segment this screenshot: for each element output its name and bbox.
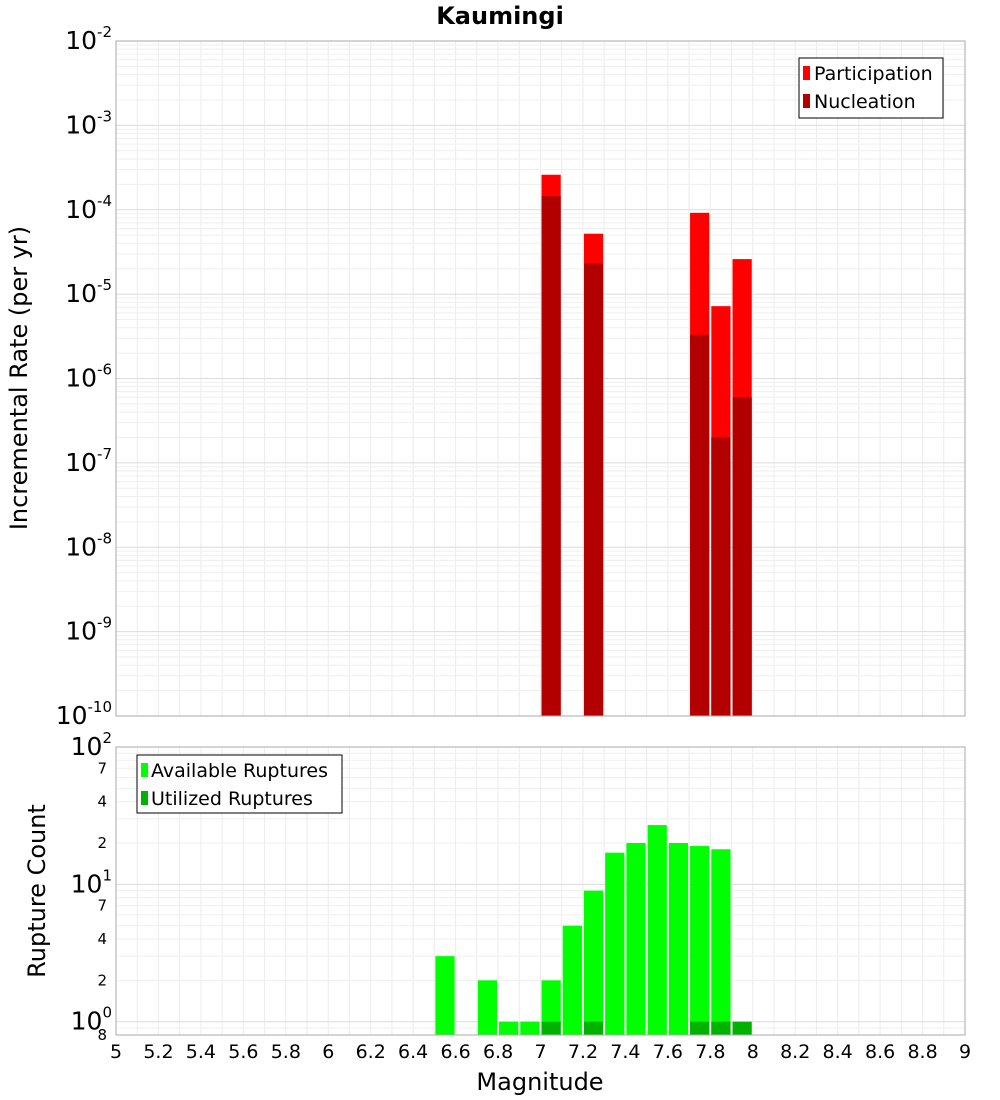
- legend-label-utilized: Utilized Ruptures: [151, 788, 313, 810]
- bar-available-ruptures: [647, 825, 667, 1035]
- count-y-minor-tick-label: 2: [97, 971, 107, 989]
- rate-legend: Participation Nucleation: [798, 57, 944, 119]
- x-tick-label: 6.2: [356, 1041, 386, 1063]
- rate-y-ticks: 10-10 10-9 10-8 10-7 10-6 10-5 10-4 10-3 10-2: [56, 23, 112, 730]
- legend-label-available: Available Ruptures: [151, 760, 328, 782]
- bar-available-ruptures: [477, 980, 498, 1035]
- bar-nucleation: [583, 263, 604, 716]
- rate-y-tick-label: 10-7: [65, 445, 112, 477]
- bar-available-ruptures: [499, 1021, 519, 1035]
- bar-available-ruptures: [435, 956, 455, 1035]
- bar-available-ruptures: [520, 1021, 540, 1035]
- x-tick-label: 8.6: [865, 1041, 895, 1063]
- bar-utilized-ruptures: [690, 1021, 710, 1035]
- rate-y-tick-label: 10-8: [65, 529, 112, 561]
- count-y-minor-tick-label: 4: [97, 793, 107, 811]
- bar-available-ruptures: [668, 843, 689, 1035]
- x-tick-label: 8.4: [823, 1041, 853, 1063]
- legend-label-participation: Participation: [814, 63, 933, 85]
- bar-nucleation: [541, 196, 561, 716]
- bar-utilized-ruptures: [583, 1021, 604, 1035]
- rate-plot-border: [115, 40, 966, 717]
- x-tick-label: 7: [534, 1041, 546, 1063]
- rate-y-tick-label: 10-4: [65, 192, 112, 224]
- x-tick-label: 7.4: [610, 1041, 640, 1063]
- bar-available-ruptures: [562, 925, 582, 1035]
- x-tick-label: 5.8: [271, 1041, 301, 1063]
- x-tick-label: 5.6: [228, 1041, 258, 1063]
- x-tick-label: 7.2: [568, 1041, 598, 1063]
- count-y-minor-tick-label: 8: [97, 1026, 107, 1044]
- x-tick-label: 7.6: [653, 1041, 683, 1063]
- x-tick-label: 6: [322, 1041, 334, 1063]
- count-y-tick-label: 101: [71, 866, 112, 898]
- count-y-minor-tick-label: 2: [97, 834, 107, 852]
- count-y-minor-tick-label: 7: [97, 897, 107, 915]
- rate-legend-box: [798, 57, 944, 119]
- rate-y-tick-label: 10-5: [65, 276, 112, 308]
- count-y-tick-label: 102: [71, 729, 112, 761]
- rate-grid: [115, 41, 966, 717]
- count-y-ticks: 100 101 102 8 2 4 7 2 4 7: [71, 729, 112, 1044]
- bar-available-ruptures: [541, 980, 561, 1035]
- x-tick-label: 7.8: [695, 1041, 725, 1063]
- legend-swatch-utilized: [141, 791, 148, 805]
- x-tick-label: 8.2: [780, 1041, 810, 1063]
- legend-swatch-participation: [803, 66, 810, 80]
- bar-available-ruptures: [711, 849, 731, 1035]
- x-tick-label: 6.8: [483, 1041, 513, 1063]
- rate-bars: [541, 174, 752, 716]
- x-tick-label: 5.4: [186, 1041, 216, 1063]
- x-tick-label: 5.2: [143, 1041, 173, 1063]
- x-tick-labels: 5 5.2 5.4 5.6 5.8 6 6.2 6.4 6.6 6.8 7 7.2 7.4 7.6 7.8 8…: [110, 1041, 971, 1063]
- rate-y-axis-label: Incremental Rate (per yr): [5, 226, 33, 530]
- count-legend: Available Ruptures Utilized Ruptures: [136, 754, 343, 814]
- bar-utilized-ruptures: [732, 1021, 752, 1035]
- count-legend-box: [136, 754, 343, 814]
- legend-label-nucleation: Nucleation: [814, 91, 916, 113]
- rate-y-tick-label: 10-10: [56, 698, 112, 730]
- chart-title: Kaumingi: [436, 2, 564, 30]
- count-plot-border: [115, 746, 966, 1036]
- count-y-minor-tick-label: 4: [97, 930, 107, 948]
- rate-y-tick-label: 10-9: [65, 614, 112, 646]
- legend-swatch-nucleation: [803, 94, 810, 108]
- legend-swatch-available: [141, 763, 148, 777]
- x-tick-label: 6.6: [440, 1041, 470, 1063]
- bar-available-ruptures: [605, 852, 625, 1035]
- count-y-axis-label: Rupture Count: [23, 804, 51, 978]
- rate-y-tick-label: 10-3: [65, 107, 112, 139]
- bar-utilized-ruptures: [541, 1021, 561, 1035]
- x-tick-label: 8.8: [907, 1041, 937, 1063]
- bar-nucleation: [732, 397, 752, 716]
- count-y-tick-label: 100: [71, 1004, 112, 1036]
- bar-available-ruptures: [583, 890, 604, 1035]
- count-y-minor-tick-label: 7: [97, 759, 107, 777]
- count-bars: [435, 825, 752, 1035]
- bar-utilized-ruptures: [711, 1021, 731, 1035]
- rate-y-tick-label: 10-2: [65, 23, 112, 55]
- x-tick-label: 8: [747, 1041, 759, 1063]
- x-axis-label: Magnitude: [476, 1068, 603, 1096]
- bar-available-ruptures: [626, 843, 646, 1035]
- x-tick-label: 6.4: [398, 1041, 428, 1063]
- bar-nucleation: [711, 437, 731, 716]
- bar-nucleation: [690, 334, 710, 716]
- x-tick-label: 9: [959, 1041, 971, 1063]
- rate-y-tick-label: 10-6: [65, 361, 112, 393]
- bar-available-ruptures: [690, 846, 710, 1035]
- x-tick-label: 5: [110, 1041, 122, 1063]
